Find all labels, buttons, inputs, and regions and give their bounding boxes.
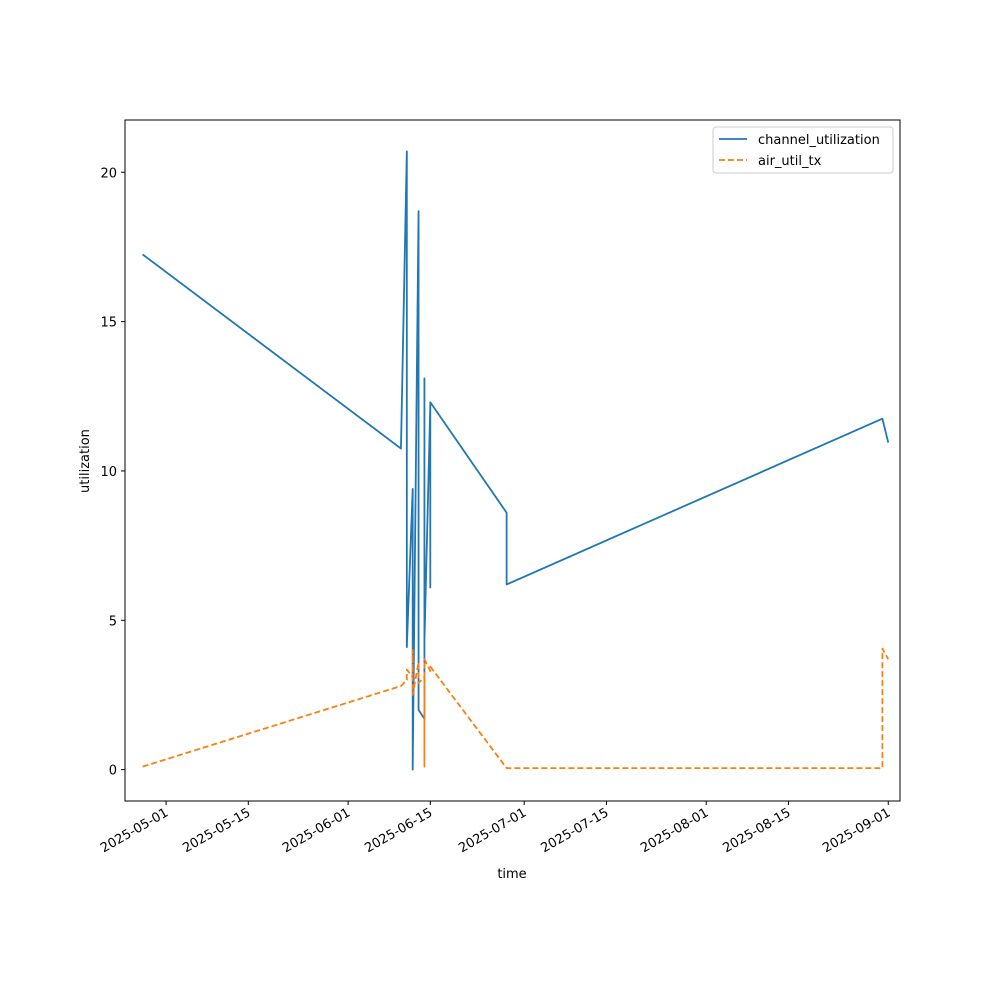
legend-box	[712, 126, 894, 174]
x-axis-label: time	[497, 867, 526, 882]
y-tick-label: 15	[100, 316, 117, 331]
y-tick-label: 5	[109, 614, 117, 629]
legend: channel_utilization air_util_tx	[712, 126, 894, 174]
series-line-air_util_tx	[142, 647, 890, 770]
y-tick-label: 10	[100, 465, 117, 480]
series-line-channel_utilization	[142, 150, 890, 771]
series-layer	[142, 150, 890, 771]
plot-frame	[124, 119, 901, 802]
y-tick-label: 0	[109, 764, 117, 779]
legend-label-channel_utilization: channel_utilization	[758, 133, 880, 148]
legend-label-air_util_tx: air_util_tx	[758, 154, 822, 169]
y-axis-label: utilization	[78, 429, 93, 493]
y-axis: 0 5 10 15 20	[100, 166, 125, 779]
y-tick-label: 20	[100, 166, 117, 181]
